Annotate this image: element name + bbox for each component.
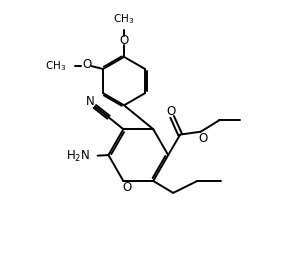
Text: CH$_3$: CH$_3$ bbox=[113, 12, 135, 26]
Text: O: O bbox=[82, 58, 91, 71]
Text: CH$_3$: CH$_3$ bbox=[45, 59, 66, 73]
Text: O: O bbox=[166, 105, 175, 118]
Text: H$_2$N: H$_2$N bbox=[66, 149, 90, 164]
Text: O: O bbox=[198, 131, 208, 145]
Text: O: O bbox=[122, 181, 131, 194]
Text: O: O bbox=[120, 34, 129, 47]
Text: N: N bbox=[86, 95, 94, 108]
